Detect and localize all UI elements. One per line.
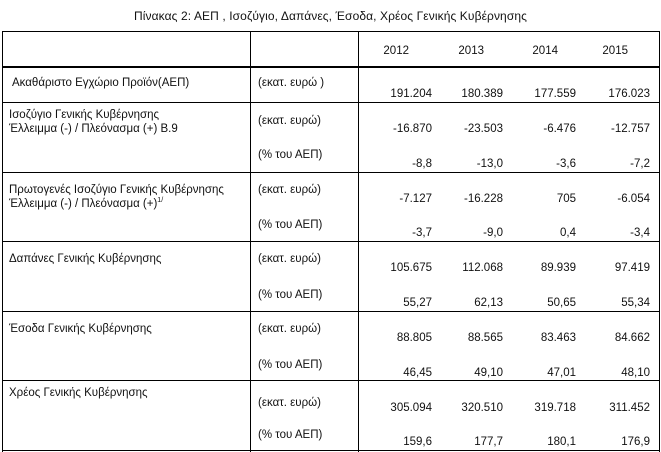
row-label: Ακαθάριστο Εγχώριο Προϊόν(ΑΕΠ) — [12, 77, 190, 89]
year-header-2015: 2015 — [602, 45, 628, 57]
column-divider — [358, 31, 359, 452]
value-cell: -3,7 — [412, 227, 432, 239]
value-cell: 62,13 — [474, 297, 503, 309]
unit-label: (% του ΑΕΠ) — [258, 359, 323, 371]
value-cell: 176,9 — [621, 436, 650, 448]
value-cell: 88.805 — [396, 332, 432, 344]
year-header-2013: 2013 — [458, 45, 484, 57]
unit-label: (εκατ. ευρώ) — [258, 115, 321, 127]
value-cell: 105.675 — [390, 262, 432, 274]
year-header-2014: 2014 — [532, 45, 558, 57]
value-cell: 84.662 — [614, 332, 650, 344]
unit-label: (% του ΑΕΠ) — [258, 289, 323, 301]
unit-label: (εκατ. ευρώ ) — [258, 77, 325, 89]
row-label: Έσοδα Γενικής Κυβέρνησης — [9, 323, 152, 335]
value-cell: 46,45 — [403, 367, 432, 379]
unit-label: (% του ΑΕΠ) — [258, 429, 323, 441]
table-left-border — [2, 31, 3, 452]
value-cell: -3,4 — [630, 227, 650, 239]
value-cell: -9,0 — [483, 227, 503, 239]
row-label: Χρέος Γενικής Κυβέρνησης — [9, 387, 148, 399]
unit-label: (εκατ. ευρώ) — [258, 253, 321, 265]
row-divider — [2, 172, 660, 173]
table-title: Πίνακας 2: ΑΕΠ , Ισοζύγιο, Δαπάνες, Έσοδ… — [134, 9, 527, 23]
row-label-with-footnote: Έλλειμμα (-) / Πλεόνασμα (+)1/ — [9, 197, 163, 211]
unit-label: (εκατ. ευρώ) — [258, 323, 321, 335]
value-cell: 55,34 — [621, 297, 650, 309]
value-cell: -8,8 — [412, 158, 432, 170]
value-cell: -16.228 — [463, 193, 503, 205]
value-cell: 0,4 — [560, 227, 576, 239]
table-bottom-border — [2, 450, 660, 451]
column-divider — [250, 31, 251, 452]
unit-label: (εκατ. ευρώ) — [258, 397, 321, 409]
value-cell: 49,10 — [474, 367, 503, 379]
value-cell: -7,2 — [630, 158, 650, 170]
value-cell: 180.389 — [461, 88, 503, 100]
row-label: Έλλειμμα (-) / Πλεόνασμα (+) Β.9 — [9, 123, 178, 135]
value-cell: 48,10 — [621, 367, 650, 379]
unit-label: (% του ΑΕΠ) — [258, 219, 323, 231]
row-label: Πρωτογενές Ισοζύγιο Γενικής Κυβέρνησης — [9, 184, 224, 196]
value-cell: -16.870 — [392, 123, 432, 135]
value-cell: 319.718 — [534, 402, 576, 414]
value-cell: 89.939 — [540, 262, 576, 274]
value-cell: 97.419 — [614, 262, 650, 274]
value-cell: 176.023 — [608, 88, 650, 100]
value-cell: -12.757 — [610, 123, 650, 135]
value-cell: 311.452 — [609, 402, 650, 414]
row-divider — [2, 380, 660, 381]
value-cell: 88.565 — [467, 332, 503, 344]
footnote-marker: 1/ — [157, 197, 164, 204]
row-divider — [2, 102, 660, 103]
row-label: Ισοζύγιο Γενικής Κυβέρνησης — [9, 109, 160, 121]
value-cell: 83.463 — [540, 332, 576, 344]
value-cell: 159,6 — [403, 436, 432, 448]
value-cell: -7.127 — [399, 193, 432, 205]
value-cell: -23.503 — [463, 123, 503, 135]
value-cell: 55,27 — [403, 297, 432, 309]
row-label-text: Έλλειμμα (-) / Πλεόνασμα (+) — [9, 198, 158, 210]
value-cell: 112.068 — [462, 262, 503, 274]
unit-label: (% του ΑΕΠ) — [258, 149, 323, 161]
row-label: Δαπάνες Γενικής Κυβέρνησης — [9, 253, 162, 265]
table-top-border — [2, 31, 660, 32]
row-divider — [2, 241, 660, 242]
value-cell: -3,6 — [556, 158, 576, 170]
value-cell: 50,65 — [547, 297, 576, 309]
unit-label: (εκατ. ευρώ) — [258, 184, 321, 196]
value-cell: 705 — [556, 193, 576, 205]
value-cell: 180,1 — [547, 436, 576, 448]
value-cell: 320.510 — [461, 402, 503, 414]
value-cell: 305.094 — [390, 402, 432, 414]
value-cell: 47,01 — [547, 367, 576, 379]
value-cell: 177,7 — [474, 436, 503, 448]
table-right-border — [659, 31, 660, 452]
value-cell: 177.559 — [534, 88, 576, 100]
header-bottom-border — [2, 66, 660, 68]
value-cell: 191.204 — [390, 88, 432, 100]
year-header-2012: 2012 — [383, 45, 409, 57]
value-cell: -6.476 — [543, 123, 576, 135]
row-divider — [2, 311, 660, 312]
value-cell: -13,0 — [476, 158, 503, 170]
value-cell: -6.054 — [617, 193, 650, 205]
